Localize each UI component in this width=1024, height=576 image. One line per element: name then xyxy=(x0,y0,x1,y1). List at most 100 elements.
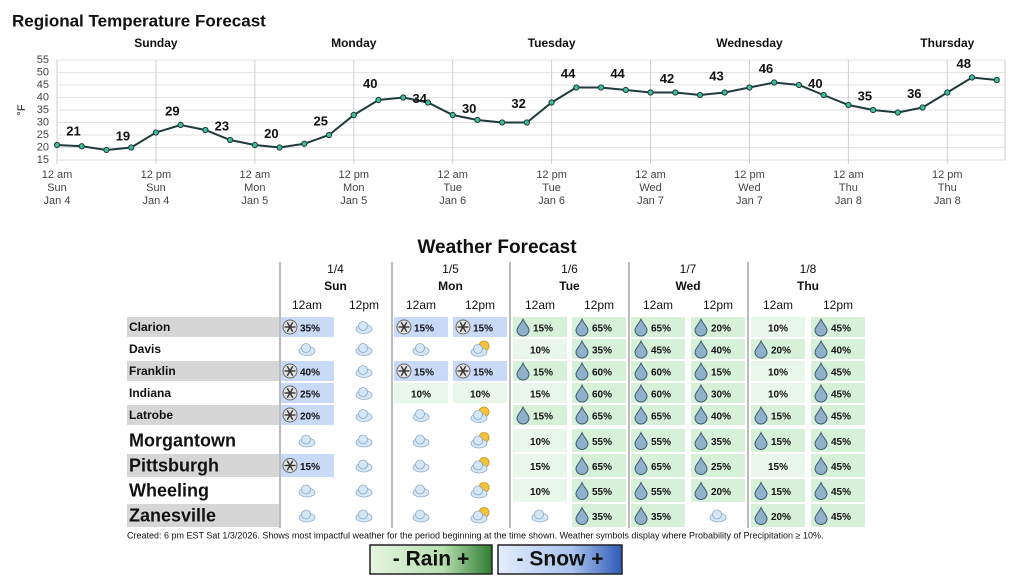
cloud-shape xyxy=(473,410,483,420)
rain-drop xyxy=(634,317,648,337)
partly-icon xyxy=(470,406,490,423)
precip-chance: 45% xyxy=(831,462,851,473)
precip-chance: 15% xyxy=(533,412,553,423)
rain-drop xyxy=(814,481,828,500)
rain-drop xyxy=(575,405,589,425)
rain-drop xyxy=(814,383,828,403)
temperature-point xyxy=(325,131,333,139)
period-label: 12am xyxy=(525,298,555,312)
cloud-shape xyxy=(358,409,368,419)
rain-drop xyxy=(634,339,648,359)
precip-chance: 65% xyxy=(592,462,612,473)
location-name: Indiana xyxy=(129,386,171,400)
forecast-cell xyxy=(513,429,567,452)
x-tick-day: Thu xyxy=(839,182,858,194)
x-tick-date: Jan 8 xyxy=(835,195,862,207)
cloud-shape xyxy=(358,365,368,375)
day-date: 1/8 xyxy=(800,262,817,276)
temperature-label: 44 xyxy=(610,66,625,81)
rain-drop xyxy=(694,405,708,425)
rain-icon xyxy=(575,339,589,359)
precip-chance: 15% xyxy=(711,368,731,379)
rain-icon xyxy=(575,361,589,381)
partly-icon xyxy=(470,507,490,524)
day-name: Thu xyxy=(797,279,819,293)
precip-chance: 35% xyxy=(300,324,320,335)
rain-icon xyxy=(754,431,768,450)
cloud-shape xyxy=(415,459,425,470)
rain-drop xyxy=(516,361,530,381)
precip-chance: 10% xyxy=(530,437,550,448)
rain-drop xyxy=(634,383,648,403)
rain-drop xyxy=(575,506,589,525)
precip-chance: 10% xyxy=(768,368,788,379)
forecast-cell xyxy=(751,383,805,403)
x-tick-day: Thu xyxy=(938,182,957,194)
temperature-point xyxy=(350,111,357,119)
temperature-point xyxy=(474,116,481,124)
rain-icon xyxy=(575,383,589,403)
cloud-icon xyxy=(355,343,373,356)
forecast-cell xyxy=(453,383,507,403)
rain-drop xyxy=(634,431,648,450)
snow-button-label: - Snow + xyxy=(517,548,604,571)
cloud-icon xyxy=(531,509,549,523)
snow-icon xyxy=(282,458,298,473)
x-tick-label: 12 pm xyxy=(338,169,369,181)
temperature-point xyxy=(177,121,184,129)
day-date: 1/4 xyxy=(327,262,344,276)
row-label-bg xyxy=(127,361,280,381)
period-label: 12pm xyxy=(703,298,733,312)
x-tick-date: Jan 7 xyxy=(637,195,664,207)
snow-icon xyxy=(455,319,471,335)
rain-icon xyxy=(754,339,768,359)
x-tick-day: Sun xyxy=(47,182,67,194)
snow-button[interactable]: - Snow + xyxy=(497,544,623,575)
temperature-point xyxy=(870,106,877,114)
rain-icon xyxy=(694,383,708,403)
cloud-icon xyxy=(412,434,430,448)
footer-note: Created: 6 pm EST Sat 1/3/2026. Shows mo… xyxy=(127,530,823,540)
rain-drop xyxy=(754,431,768,450)
rain-drop xyxy=(814,506,828,525)
period-label: 12pm xyxy=(584,298,614,312)
rain-drop xyxy=(814,456,828,475)
precip-chance: 25% xyxy=(300,390,320,401)
precip-chance: 10% xyxy=(530,487,550,498)
x-tick-label: 12 pm xyxy=(932,169,963,181)
cloud-shape xyxy=(473,485,483,496)
rain-icon xyxy=(575,481,589,500)
precip-chance: 65% xyxy=(651,412,671,423)
x-tick-day: Tue xyxy=(443,182,462,194)
cloud-icon xyxy=(298,343,316,356)
period-label: 12pm xyxy=(823,298,853,312)
precip-chance: 45% xyxy=(831,368,851,379)
cloud-shape xyxy=(534,509,544,520)
cloud-icon xyxy=(355,387,373,400)
precip-chance: 55% xyxy=(592,487,612,498)
rain-icon xyxy=(814,456,828,475)
x-tick-label: 12 pm xyxy=(734,169,765,181)
day-name: Tue xyxy=(559,279,580,293)
period-label: 12am xyxy=(292,298,322,312)
day-header: Wednesday xyxy=(716,36,783,50)
y-tick-label: 40 xyxy=(37,91,49,103)
precip-chance: 15% xyxy=(414,324,434,335)
rain-icon xyxy=(575,506,589,525)
precip-chance: 15% xyxy=(300,462,320,473)
forecast-cell xyxy=(394,383,448,403)
temperature-point xyxy=(721,89,728,96)
rain-icon xyxy=(634,361,648,381)
precip-chance: 15% xyxy=(473,324,493,335)
precip-chance: 65% xyxy=(651,462,671,473)
precip-chance: 15% xyxy=(530,390,550,401)
period-label: 12am xyxy=(763,298,793,312)
row-label-bg xyxy=(127,454,280,477)
snow-shape xyxy=(459,365,467,377)
rain-drop xyxy=(634,481,648,500)
precip-chance: 45% xyxy=(831,437,851,448)
cloud-shape xyxy=(358,343,368,353)
temperature-point xyxy=(672,89,679,96)
rain-button[interactable]: - Rain + xyxy=(369,544,493,575)
y-tick-label: 35 xyxy=(37,104,49,116)
